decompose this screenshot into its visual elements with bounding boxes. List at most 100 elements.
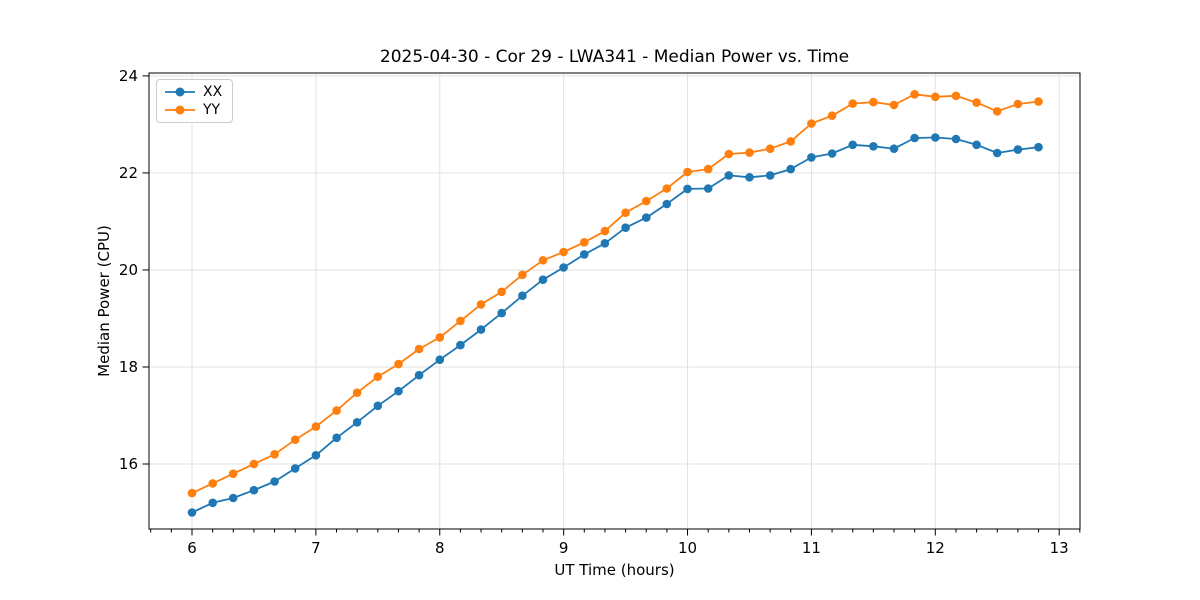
x-tick-label: 10 [678,539,697,557]
data-point-xx [662,199,672,209]
data-point-yy [538,255,548,265]
data-point-yy [414,344,424,354]
data-point-xx [848,140,857,150]
data-point-yy [187,488,197,498]
data-point-yy [435,333,445,342]
data-point-xx [910,133,919,143]
data-point-xx [373,401,383,411]
data-point-xx [972,140,981,150]
data-point-xx [765,171,775,180]
data-point-xx [1034,142,1043,152]
data-point-yy [518,270,527,280]
data-point-yy [621,208,630,217]
data-point-yy [580,238,589,247]
data-point-yy [683,167,692,177]
data-point-xx [827,149,837,158]
y-tick-label: 24 [119,67,138,85]
data-point-xx [538,275,548,285]
chart-title: 2025-04-30 - Cor 29 - LWA341 - Median Po… [379,47,850,67]
data-point-yy [559,247,568,257]
data-point-yy [724,149,734,159]
data-point-yy [931,92,940,102]
data-point-xx [600,239,610,248]
data-point-xx [724,171,734,180]
data-point-yy [208,479,217,488]
data-point-xx [249,485,259,495]
x-axis-label: UT Time (hours) [554,561,675,579]
data-point-yy [1013,99,1023,109]
legend-label: XX [203,84,223,100]
x-tick-label: 8 [435,539,445,557]
y-tick-label: 16 [119,455,138,473]
y-tick-label: 20 [119,261,138,279]
data-point-xx [414,370,424,380]
x-tick-label: 7 [311,539,321,557]
data-point-xx [208,498,217,508]
data-point-yy [642,196,651,206]
data-point-xx [456,340,465,350]
data-point-xx [497,308,507,318]
data-point-yy [703,164,713,174]
data-point-yy [600,226,610,236]
data-point-xx [869,142,878,151]
data-point-yy [290,435,300,445]
axes-spines [148,72,1081,530]
data-point-yy [497,287,507,297]
data-point-yy [972,98,981,107]
y-tick-label: 22 [119,164,138,182]
data-point-yy [745,148,754,157]
series-line-yy [191,93,1039,494]
data-point-yy [910,90,919,99]
data-point-xx [807,153,816,162]
data-point-yy [311,422,321,431]
data-point-xx [580,250,589,259]
data-point-xx [951,134,961,144]
data-point-yy [869,97,878,107]
data-point-yy [889,100,899,110]
data-point-xx [992,148,1002,158]
data-point-yy [332,406,341,415]
data-point-yy [373,372,383,382]
data-point-xx [703,184,713,193]
data-point-yy [765,144,775,153]
data-point-xx [290,464,300,473]
data-point-xx [889,144,899,153]
data-point-yy [827,111,837,120]
y-tick-label: 18 [119,358,138,376]
legend-marker-icon [165,105,195,115]
legend: XX YY [156,79,234,123]
data-point-xx [683,184,692,194]
data-point-xx [786,164,795,174]
data-point-yy [848,99,857,108]
x-tick-label: 9 [559,539,569,557]
data-point-xx [270,477,279,486]
legend-item-xx: XX [164,84,222,100]
data-point-yy [270,450,279,459]
data-point-yy [807,119,816,128]
data-point-xx [559,263,568,272]
data-point-xx [435,355,445,365]
data-point-yy [1034,97,1043,106]
data-point-yy [992,107,1002,116]
x-tick-label: 12 [926,539,945,557]
legend-item-yy: YY [164,102,222,118]
data-point-xx [352,418,362,427]
data-point-yy [352,388,362,398]
data-point-xx [745,173,754,182]
data-point-yy [228,469,238,479]
data-point-yy [456,316,465,326]
data-point-yy [662,184,672,193]
data-point-yy [394,359,403,369]
data-point-xx [1013,145,1023,154]
x-tick-label: 11 [802,539,821,557]
data-point-xx [476,325,486,334]
data-point-yy [476,300,486,309]
data-point-yy [951,91,961,101]
legend-label: YY [203,102,221,118]
data-point-xx [332,433,341,443]
data-point-xx [394,386,403,396]
x-tick-label: 6 [187,539,197,557]
data-point-yy [786,137,795,146]
